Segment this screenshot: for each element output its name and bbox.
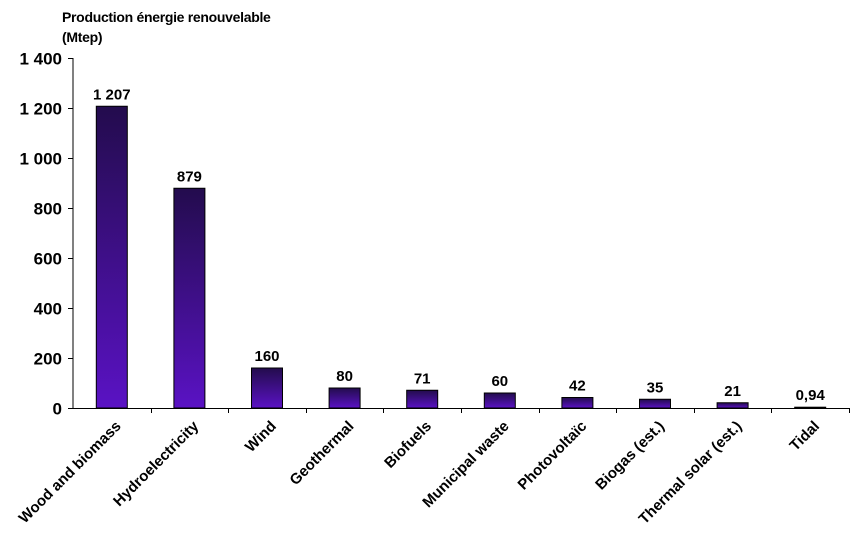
chart-title: Production énergie renouvelable (Mtep) <box>62 7 271 47</box>
x-tick-label: Tidal <box>786 418 823 455</box>
bar <box>639 398 671 409</box>
x-tick-label: Biofuels <box>381 418 435 472</box>
y-tick-label: 200 <box>34 350 62 369</box>
y-tick-label: 1 200 <box>19 100 62 119</box>
data-label: 160 <box>254 348 279 365</box>
x-tick-label: Hydroelectricity <box>110 417 203 510</box>
y-tick-label: 1 400 <box>19 50 62 69</box>
bar <box>95 105 128 409</box>
x-tick-label: Geothermal <box>286 418 357 489</box>
y-tick-label: 0 <box>53 400 62 419</box>
bar <box>406 389 439 409</box>
bar <box>173 187 206 409</box>
bar <box>483 392 516 409</box>
y-tick-label: 800 <box>34 200 62 219</box>
chart-title-line-1: Production énergie renouvelable <box>62 9 271 25</box>
data-label: 42 <box>569 378 586 395</box>
x-tick-label: Biogas (est.) <box>592 418 668 494</box>
data-label: 35 <box>647 379 664 396</box>
data-label: 21 <box>724 383 741 400</box>
bar <box>328 387 361 409</box>
y-tick-label: 400 <box>34 300 62 319</box>
data-label: 71 <box>414 370 431 387</box>
data-label: 60 <box>491 373 508 390</box>
y-tick-label: 1 000 <box>19 150 62 169</box>
x-tick-label: Wood and biomass <box>16 418 125 527</box>
x-tick-label: Wind <box>242 418 280 456</box>
data-label: 80 <box>336 368 353 385</box>
data-label: 0,94 <box>796 387 826 404</box>
bar <box>716 402 749 409</box>
data-label: 879 <box>177 168 202 185</box>
bar <box>251 367 283 409</box>
y-tick-label: 600 <box>34 250 62 269</box>
x-tick-label: Photovoltaïc <box>515 418 591 494</box>
bar <box>561 397 594 409</box>
bar <box>794 406 827 409</box>
chart-title-line-2: (Mtep) <box>62 29 103 45</box>
x-tick-label: Municipal waste <box>419 418 512 511</box>
data-label: 1 207 <box>93 86 131 103</box>
